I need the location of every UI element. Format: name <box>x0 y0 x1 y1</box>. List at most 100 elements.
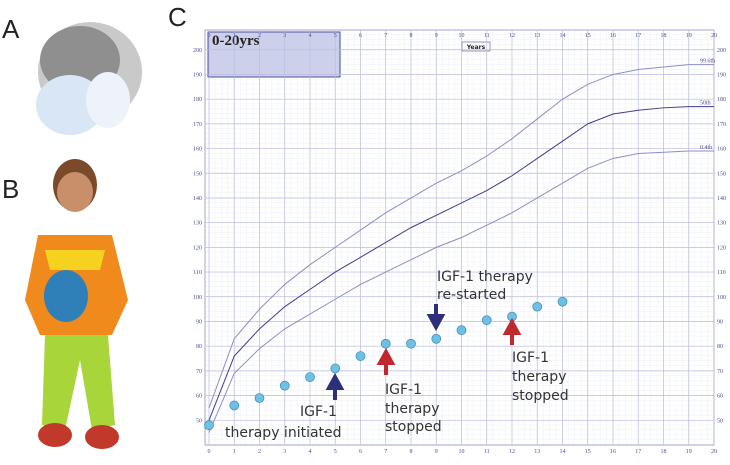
curve-label: 99.6th <box>700 59 715 65</box>
data-point <box>456 325 467 335</box>
x-tick-label: 8 <box>410 33 413 39</box>
y-tick-label: 80 <box>196 344 202 350</box>
x-tick-label: 5 <box>334 449 337 455</box>
panel-label: B <box>2 174 19 204</box>
y-tick-label: 190 <box>717 72 726 78</box>
panel-label: A <box>2 14 20 44</box>
x-tick-label: 10 <box>459 449 465 455</box>
y-tick-label: 60 <box>196 394 202 400</box>
y-tick-label: 190 <box>193 72 202 78</box>
y-tick-label: 160 <box>193 147 202 153</box>
percentile-curve <box>208 106 714 421</box>
annotation: therapy initiated <box>225 425 342 441</box>
y-tick-label: 140 <box>193 196 202 202</box>
x-tick-label: 4 <box>309 449 312 455</box>
y-tick-label: 120 <box>193 245 202 251</box>
x-tick-label: 11 <box>484 449 490 455</box>
y-tick-label: 50 <box>717 418 723 424</box>
x-tick-label: 0 <box>208 449 211 455</box>
data-point <box>305 372 315 382</box>
x-tick-label: 7 <box>384 33 387 39</box>
x-tick-label: 16 <box>610 449 616 455</box>
inset-title: 0-20yrs <box>212 33 260 49</box>
y-tick-label: 160 <box>717 147 726 153</box>
x-tick-label: 13 <box>534 33 540 39</box>
x-tick-label: 2 <box>258 449 261 455</box>
y-tick-label: 170 <box>193 122 202 128</box>
x-tick-label: 20 <box>711 33 717 39</box>
annotation: IGF-1 <box>512 350 549 366</box>
y-tick-label: 170 <box>717 122 726 128</box>
photo-b <box>25 159 128 449</box>
x-tick-label: 3 <box>283 33 286 39</box>
data-point <box>254 393 265 403</box>
annotation: therapy <box>512 369 566 385</box>
panel-label: C <box>168 2 187 32</box>
x-tick-label: 4 <box>309 33 312 39</box>
x-tick-label: 13 <box>534 449 540 455</box>
annotation: IGF-1 <box>300 404 337 420</box>
x-tick-label: 18 <box>661 33 667 39</box>
y-tick-label: 150 <box>193 171 202 177</box>
data-point <box>431 333 442 344</box>
annotation: therapy <box>385 401 439 417</box>
annotation: re-started <box>437 287 506 303</box>
data-point <box>279 380 290 391</box>
y-tick-label: 150 <box>717 171 726 177</box>
arrows <box>325 304 522 400</box>
x-tick-label: 6 <box>359 449 362 455</box>
x-tick-label: 14 <box>560 449 566 455</box>
x-tick-label: 17 <box>635 33 641 39</box>
x-tick-label: 9 <box>435 33 438 39</box>
y-tick-label: 110 <box>193 270 202 276</box>
y-tick-label: 50 <box>196 418 202 424</box>
x-tick-label: 0 <box>208 33 211 39</box>
x-tick-label: 15 <box>585 33 591 39</box>
x-tick-label: 12 <box>509 33 515 39</box>
x-tick-label: 11 <box>484 33 490 39</box>
x-tick-label: 2 <box>258 33 261 39</box>
y-tick-label: 140 <box>717 196 726 202</box>
y-tick-label: 70 <box>196 369 202 375</box>
y-tick-label: 200 <box>193 48 202 54</box>
x-tick-label: 1 <box>233 33 236 39</box>
years-box <box>461 41 491 52</box>
data-point <box>406 338 416 349</box>
y-tick-label: 130 <box>717 221 726 227</box>
inset-box <box>207 31 341 78</box>
photo-a <box>36 18 143 138</box>
x-tick-label: 19 <box>686 33 692 39</box>
x-tick-label: 16 <box>610 33 616 39</box>
x-tick-label: 7 <box>384 449 387 455</box>
y-tick-label: 180 <box>193 97 202 103</box>
data-point <box>557 296 568 307</box>
y-tick-label: 90 <box>196 319 202 325</box>
annotation: stopped <box>385 419 442 435</box>
annotation: stopped <box>512 388 569 404</box>
y-tick-label: 70 <box>717 369 723 375</box>
data-point <box>204 420 214 431</box>
x-tick-label: 12 <box>509 449 515 455</box>
inset-label: Years <box>466 44 486 51</box>
x-tick-label: 20 <box>711 449 717 455</box>
x-tick-label: 19 <box>686 449 692 455</box>
annotation: IGF-1 therapy <box>437 269 533 285</box>
x-tick-label: 8 <box>410 449 413 455</box>
curve-label: 50th <box>700 101 711 107</box>
data-point <box>229 400 240 411</box>
data-point <box>532 301 543 312</box>
y-tick-label: 100 <box>193 295 202 301</box>
x-tick-label: 10 <box>459 33 465 39</box>
percentile-curve <box>208 150 714 433</box>
data-point <box>355 351 366 361</box>
data-point <box>330 363 341 374</box>
y-tick-label: 80 <box>717 344 723 350</box>
x-tick-label: 18 <box>661 449 667 455</box>
annotation: IGF-1 <box>385 382 422 398</box>
y-tick-label: 90 <box>717 319 723 325</box>
x-tick-label: 9 <box>435 449 438 455</box>
x-tick-label: 1 <box>233 449 236 455</box>
y-tick-label: 100 <box>717 295 726 301</box>
